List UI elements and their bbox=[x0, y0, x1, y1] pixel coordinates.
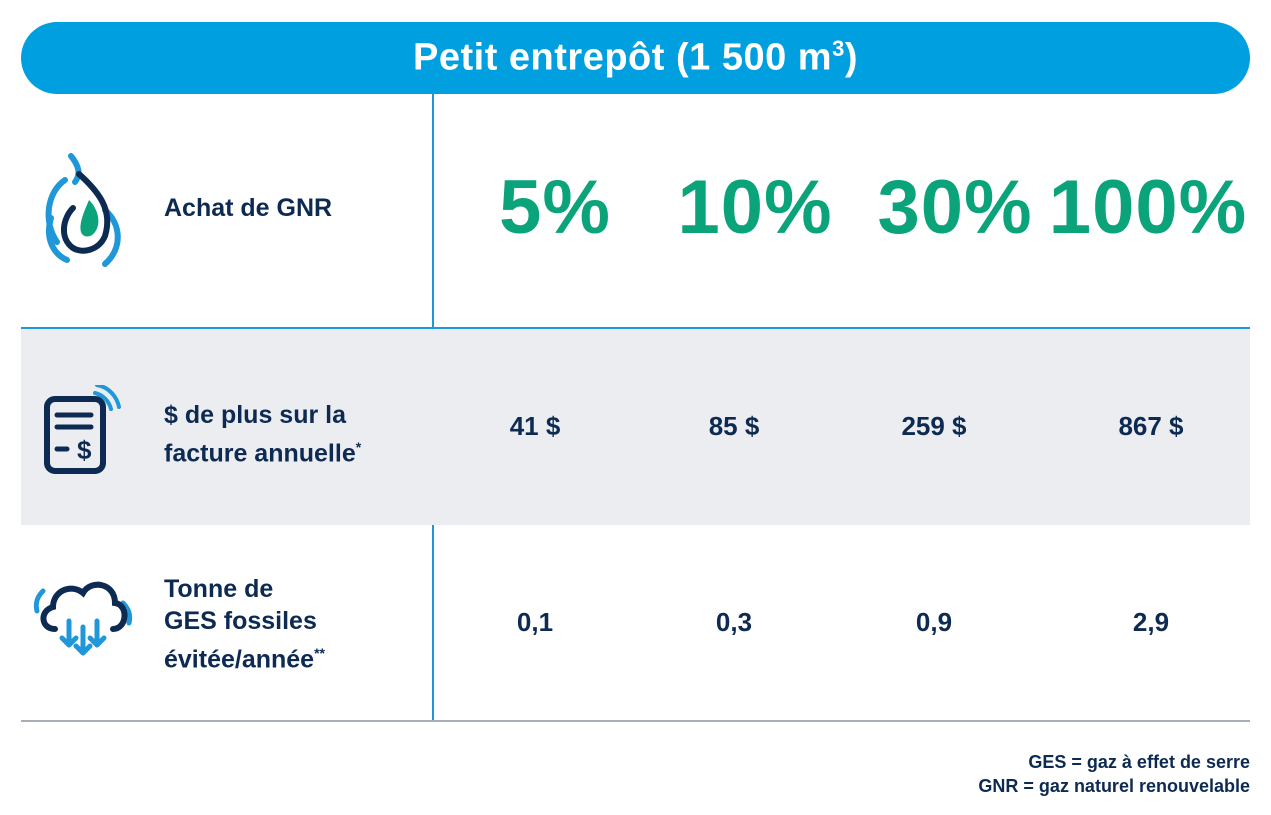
invoice-dollar-icon: $ bbox=[44, 385, 121, 474]
ges-value-10: 0,3 bbox=[715, 607, 753, 637]
cost-value-5: 41 $ bbox=[509, 411, 561, 441]
ges-value-100: 2,9 bbox=[1132, 607, 1170, 637]
ges-row: Tonne de GES fossiles évitée/année** 0,1 0… bbox=[21, 525, 1250, 720]
footnote-gnr: GNR = gaz naturel renouvelable bbox=[978, 776, 1250, 796]
table-bottom-rule bbox=[21, 720, 1250, 722]
title-banner: Petit entrepôt (1 500 m3) bbox=[21, 22, 1250, 94]
gnr-label: Achat de GNR bbox=[164, 194, 333, 222]
ges-label: Tonne de GES fossiles évitée/année** bbox=[164, 575, 325, 674]
column-header-10: 10% bbox=[677, 165, 833, 250]
footnote-ges: GES = gaz à effet de serre bbox=[1028, 752, 1250, 772]
column-header-30: 30% bbox=[877, 165, 1033, 250]
cost-row-background bbox=[21, 329, 1250, 525]
cost-value-30: 259 $ bbox=[901, 411, 967, 441]
footnotes: GES = gaz à effet de serre GNR = gaz nat… bbox=[978, 750, 1250, 798]
gas-flame-icon bbox=[45, 153, 121, 267]
svg-text:$: $ bbox=[77, 435, 92, 465]
column-header-5: 5% bbox=[499, 165, 611, 250]
cost-label: $ de plus sur la facture annuelle* bbox=[164, 401, 362, 468]
cost-value-10: 85 $ bbox=[708, 411, 760, 441]
page-title: Petit entrepôt (1 500 m3) bbox=[413, 36, 858, 79]
cloud-down-arrows-icon bbox=[33, 581, 133, 656]
ges-value-30: 0,9 bbox=[915, 607, 953, 637]
row-divider bbox=[21, 327, 1250, 329]
column-header-100: 100% bbox=[1048, 165, 1248, 250]
ges-value-5: 0,1 bbox=[516, 607, 554, 637]
cost-row: $ $ de plus sur la facture annuelle* 41 $… bbox=[21, 329, 1250, 525]
gnr-purchase-row: Achat de GNR 5% 10% 30% 100% bbox=[21, 94, 1250, 327]
cost-value-100: 867 $ bbox=[1118, 411, 1184, 441]
